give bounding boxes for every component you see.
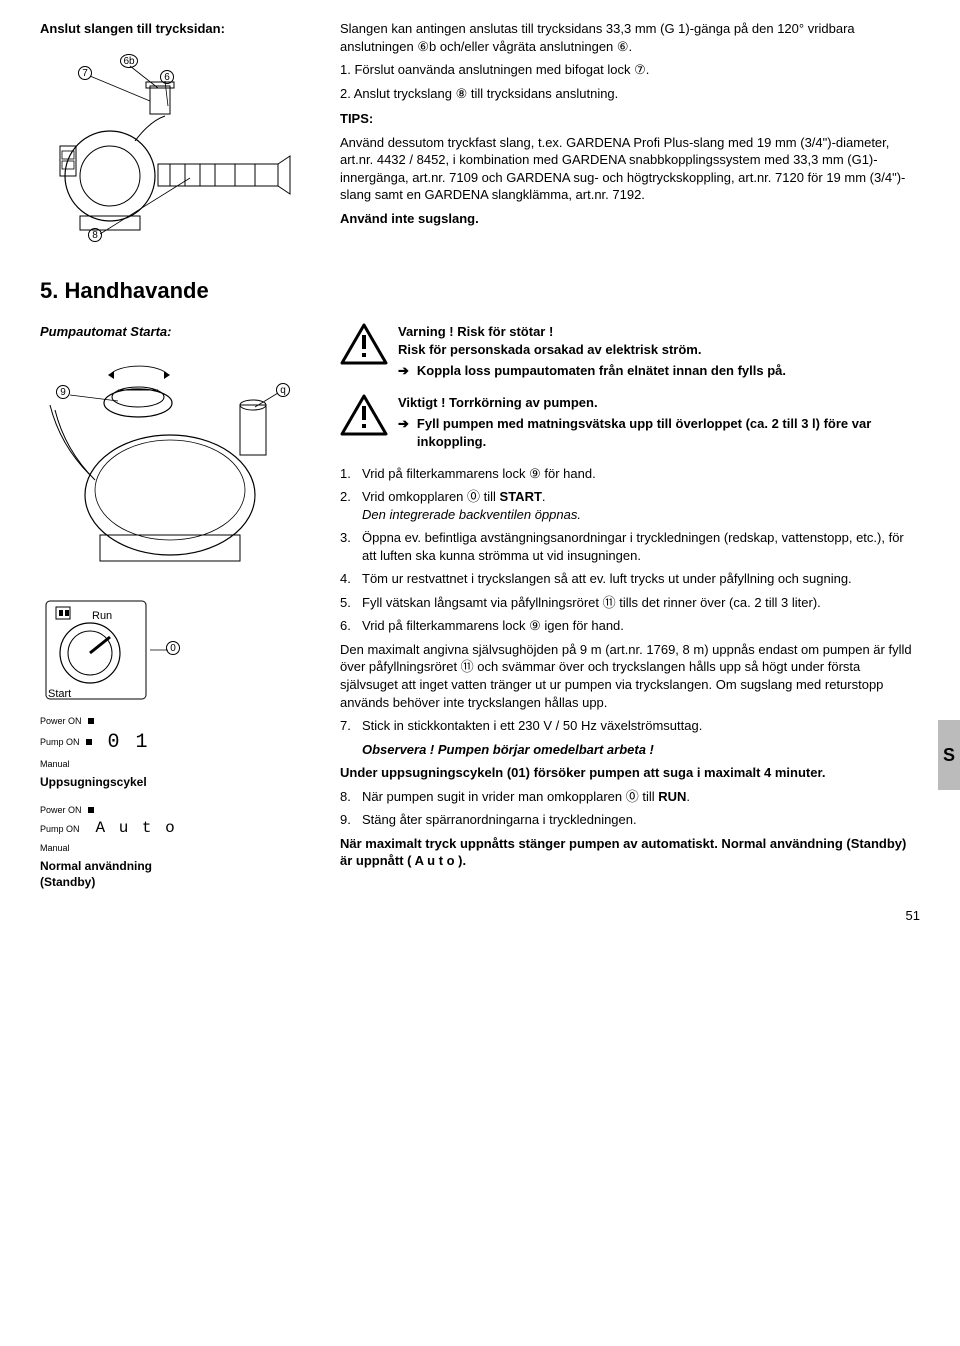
caption-standby: Normal användning (Standby) bbox=[40, 858, 180, 890]
pump-on-label-2: Pump ON bbox=[40, 823, 80, 835]
step-5: Fyll vätskan långsamt via påfyllningsrör… bbox=[362, 594, 821, 612]
step-3: Öppna ev. befintliga avstängningsanordni… bbox=[362, 529, 920, 564]
dial-diagram: Run Start 0 bbox=[40, 595, 180, 705]
p-step1: 1. Förslut oanvända anslutningen med bif… bbox=[340, 61, 920, 79]
step-num: 5. bbox=[340, 594, 356, 612]
led-on-icon bbox=[88, 807, 94, 813]
tips-body: Använd dessutom tryckfast slang, t.ex. G… bbox=[340, 134, 920, 204]
p-intro: Slangen kan antingen anslutas till tryck… bbox=[340, 20, 920, 55]
step-2: Vrid omkopplaren ⓪ till START. Den integ… bbox=[362, 488, 581, 523]
arrow-icon: ➔ bbox=[398, 362, 409, 380]
callout-8: 8 bbox=[88, 228, 102, 242]
step-num: 4. bbox=[340, 570, 356, 588]
warn1-arrow: Koppla loss pumpautomaten från elnätet i… bbox=[417, 362, 786, 380]
power-on-label-2: Power ON bbox=[40, 804, 82, 816]
step-num: 7. bbox=[340, 717, 356, 735]
step-8: När pumpen sugit in vrider man omkopplar… bbox=[362, 788, 690, 806]
warn2-arrow: Fyll pumpen med matningsvätska upp till … bbox=[417, 415, 920, 450]
led-on-icon bbox=[86, 739, 92, 745]
arrow-icon: ➔ bbox=[398, 415, 409, 450]
p-step2: 2. Anslut tryckslang ⑧ till trycksidans … bbox=[340, 85, 920, 103]
pump-illustration: 9 q bbox=[40, 345, 300, 585]
callout-9: 9 bbox=[56, 385, 70, 399]
step-num: 3. bbox=[340, 529, 356, 564]
tips-label: TIPS: bbox=[340, 110, 920, 128]
step-9: Stäng åter spärranordningarna i tryckled… bbox=[362, 811, 637, 829]
callout-11: q bbox=[276, 383, 290, 397]
step-num: 2. bbox=[340, 488, 356, 523]
warn1-sub: Risk för personskada orsakad av elektris… bbox=[398, 341, 920, 359]
para-selfprime: Den maximalt angivna självsughöjden på 9… bbox=[340, 641, 920, 711]
side-tab: S bbox=[938, 720, 960, 790]
step-1: Vrid på filterkammarens lock ⑨ för hand. bbox=[362, 465, 596, 483]
led-on-icon bbox=[88, 718, 94, 724]
dial-run-label: Run bbox=[92, 609, 112, 624]
step-num: 6. bbox=[340, 617, 356, 635]
callout-6b: 6b bbox=[120, 54, 138, 68]
display-suction: Power ON Pump ON 0 1 Manual Uppsugningsc… bbox=[40, 715, 180, 790]
step-num: 8. bbox=[340, 788, 356, 806]
observe-line: Observera ! Pumpen börjar omedelbart arb… bbox=[362, 741, 920, 759]
pump-start-heading: Pumpautomat Starta: bbox=[40, 323, 320, 341]
callout-10: 0 bbox=[166, 641, 180, 655]
callout-7: 7 bbox=[78, 66, 92, 80]
final-para: När maximalt tryck uppnåtts stänger pump… bbox=[340, 835, 920, 870]
hose-diagram: 7 6b 6 8 bbox=[40, 46, 300, 246]
lcd-01: 0 1 bbox=[108, 729, 150, 756]
page-number: 51 bbox=[906, 907, 920, 925]
warn2-title: Viktigt ! Torrkörning av pumpen. bbox=[398, 394, 920, 412]
warning-icon bbox=[340, 323, 388, 365]
hose-connect-heading: Anslut slangen till trycksidan: bbox=[40, 20, 320, 38]
step-6: Vrid på filterkammarens lock ⑨ igen för … bbox=[362, 617, 624, 635]
manual-label-2: Manual bbox=[40, 842, 70, 854]
power-on-label: Power ON bbox=[40, 715, 82, 727]
dial-start-label: Start bbox=[48, 687, 71, 702]
display-standby: Power ON Pump ON A u t o Manual Normal a… bbox=[40, 804, 180, 890]
step-7: Stick in stickkontakten i ett 230 V / 50… bbox=[362, 717, 702, 735]
manual-label: Manual bbox=[40, 758, 70, 770]
callout-6: 6 bbox=[160, 70, 174, 84]
pump-on-label: Pump ON bbox=[40, 736, 80, 748]
step-num: 1. bbox=[340, 465, 356, 483]
step-4: Töm ur restvattnet i tryckslangen så att… bbox=[362, 570, 852, 588]
caption-suction: Uppsugningscykel bbox=[40, 774, 180, 790]
section-5-heading: 5. Handhavande bbox=[40, 276, 920, 306]
under-cycle: Under uppsugningscykeln (01) försöker pu… bbox=[340, 764, 920, 782]
step-num: 9. bbox=[340, 811, 356, 829]
warning-icon bbox=[340, 394, 388, 436]
lcd-auto: A u t o bbox=[96, 818, 177, 840]
warn1-title: Varning ! Risk för stötar ! bbox=[398, 323, 920, 341]
tips-end: Använd inte sugslang. bbox=[340, 210, 920, 228]
